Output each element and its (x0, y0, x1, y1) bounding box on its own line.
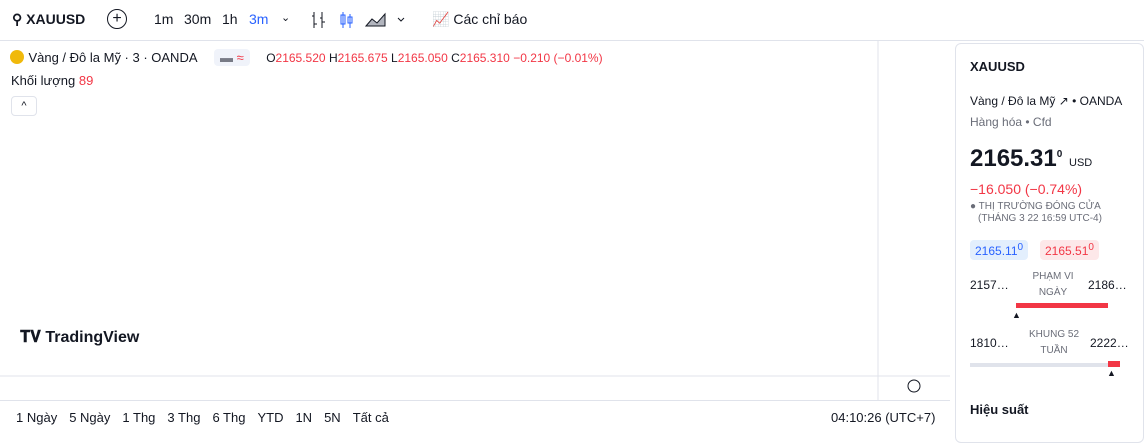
volume-legend: Khối lượng 89 (11, 73, 93, 88)
year-range-bar (970, 363, 1120, 367)
side-price: 2165.310 USD (970, 145, 1092, 173)
add-symbol[interactable]: + (107, 9, 127, 29)
range-bar (0, 400, 950, 437)
currency: USD (1069, 157, 1093, 169)
range-button[interactable]: 6 Thg (212, 410, 246, 425)
ohlc-label: C (451, 51, 460, 65)
interval-active[interactable]: 3m (249, 11, 269, 27)
interval-menu[interactable]: ⌄ (281, 12, 291, 24)
ask-value: 2165.51 (1045, 244, 1089, 258)
ohlc-value: 2165.675 (337, 51, 388, 65)
range-button[interactable]: YTD (257, 410, 284, 425)
side-name: Vàng / Đô la Mỹ ↗ • OANDA (970, 94, 1123, 108)
chart-type-icons[interactable] (310, 10, 410, 30)
side-name-text: Vàng / Đô la Mỹ (970, 94, 1056, 108)
year-high: 2222… (1090, 336, 1129, 350)
ranges: 1 Ngày 5 Ngày 1 Thg 3 Thg 6 Thg YTD 1N 5N Tất cả (16, 410, 401, 425)
volume-value: 89 (78, 73, 94, 88)
settings[interactable] (907, 379, 921, 393)
ohlc-label: O (266, 51, 276, 65)
interval[interactable]: 30m (184, 11, 212, 27)
interval[interactable]: 1h (222, 11, 238, 27)
range-button[interactable]: 1 Thg (122, 410, 156, 425)
volume-label: Khối lượng (11, 73, 76, 88)
status: ● THỊ TRƯỜNG ĐÓNG CỬA (970, 201, 1101, 212)
year-marker: ▲ (1107, 368, 1116, 378)
day-range-bar (1016, 303, 1108, 308)
bid-sup: 0 (1017, 242, 1024, 253)
interval[interactable]: 1m (154, 11, 174, 27)
tradingview-logo[interactable]: 𝐓𝐕 TradingView (12, 323, 148, 353)
ohlc: O2165.520 H2165.675 L2165.050 C2165.310 … (266, 51, 602, 65)
range-button[interactable]: 1N (295, 410, 313, 425)
legend-toggle[interactable]: ▬ ≈ (213, 49, 250, 66)
legend-title: Vàng / Đô la Mỹ · 3 · OANDA (28, 50, 198, 65)
side-change: −16.050 (−0.74%) (970, 181, 1083, 197)
range-button[interactable]: Tất cả (352, 410, 389, 425)
ohlc-label: L (391, 51, 398, 65)
category: Hàng hóa (970, 115, 1023, 129)
day-low: 2157… (970, 278, 1009, 292)
ask-sup: 0 (1088, 242, 1094, 253)
ohlc-label: H (328, 51, 338, 65)
day-high: 2186… (1088, 278, 1127, 292)
legend: Vàng / Đô la Mỹ · 3 · OANDA ▬ ≈ O2165.52… (10, 49, 603, 67)
collapse-button[interactable]: ^ (11, 96, 37, 116)
sidebar: XAUUSD Vàng / Đô la Mỹ ↗ • OANDA Hàng hó… (955, 43, 1144, 443)
range-button[interactable]: 5 Ngày (69, 410, 111, 425)
ohlc-value: 2165.050 (397, 51, 448, 65)
toolbar: ⚲ XAUUSD + 1m 30m 1h 3m ⌄ 📈 Các chỉ báo (0, 0, 1144, 41)
range-button[interactable]: 3 Thg (167, 410, 201, 425)
year-label: KHUNG 52 TUẦN (1028, 329, 1079, 356)
range-button[interactable]: 1 Ngày (16, 410, 58, 425)
status-text: THỊ TRƯỜNG ĐÓNG CỬA (978, 201, 1101, 212)
symbol-search[interactable]: ⚲ XAUUSD (12, 11, 86, 27)
symbol: XAUUSD (26, 11, 86, 27)
chart (0, 40, 950, 400)
side-category: Hàng hóa • Cfd (970, 115, 1052, 129)
day-label: PHẠM VI NGÀY (1032, 271, 1074, 298)
ohlc-change: −0.210 (−0.01%) (513, 51, 603, 65)
performance: Hiệu suất (970, 402, 1029, 417)
side-exchange: OANDA (1079, 94, 1123, 108)
price: 2165.31 (970, 145, 1057, 172)
year-range-fill (1108, 361, 1120, 367)
ohlc-value: 2165.520 (275, 51, 326, 65)
clock: 04:10:26 (UTC+7) (831, 410, 936, 425)
day-marker: ▲ (1012, 310, 1021, 320)
logo (10, 50, 24, 64)
status-time: (THÁNG 3 22 16:59 UTC-4) (978, 213, 1102, 224)
bid-value: 2165.11 (975, 244, 1018, 258)
bid: 2165.110 (970, 240, 1029, 260)
kind: Cfd (1032, 115, 1052, 129)
year-low: 1810… (970, 336, 1009, 350)
ohlc-value: 2165.310 (459, 51, 510, 65)
indicators-label: Các chỉ báo (453, 11, 528, 27)
side-symbol: XAUUSD (970, 59, 1025, 74)
indicators[interactable]: 📈 Các chỉ báo (432, 11, 528, 27)
price-sup: 0 (1056, 149, 1063, 160)
ask: 2165.510 (1040, 240, 1099, 260)
range-button[interactable]: 5N (324, 410, 341, 425)
logo-text: TradingView (45, 329, 140, 346)
